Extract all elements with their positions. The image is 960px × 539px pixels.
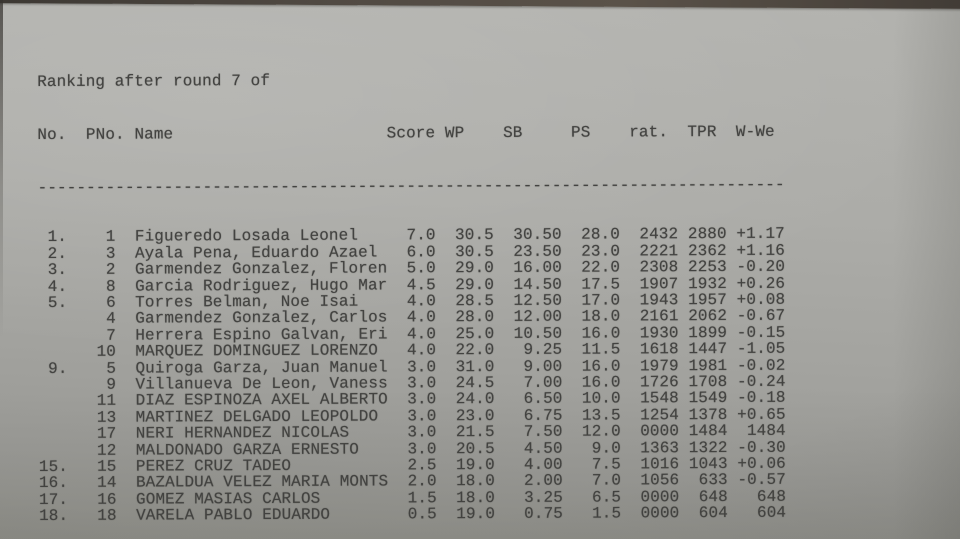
table-header-row: No. PNo. Name Score WP SB PS rat. TPR W-… [37, 122, 775, 145]
table-separator-dashes: ----------------------------------------… [37, 175, 785, 198]
table-body: 1. 1 Figueredo Losada Leonel 7.0 30.5 30… [38, 225, 787, 526]
table-row: 18. 18 VARELA PABLO EDUARDO 0.5 19.0 0.7… [39, 503, 787, 526]
ranking-printout: Ranking after round 7 of No. PNo. Name S… [37, 38, 786, 539]
paper-left-edge-shadow [0, 0, 3, 340]
page-title: Ranking after round 7 of [37, 71, 271, 91]
table-edge-strip [0, 0, 960, 9]
